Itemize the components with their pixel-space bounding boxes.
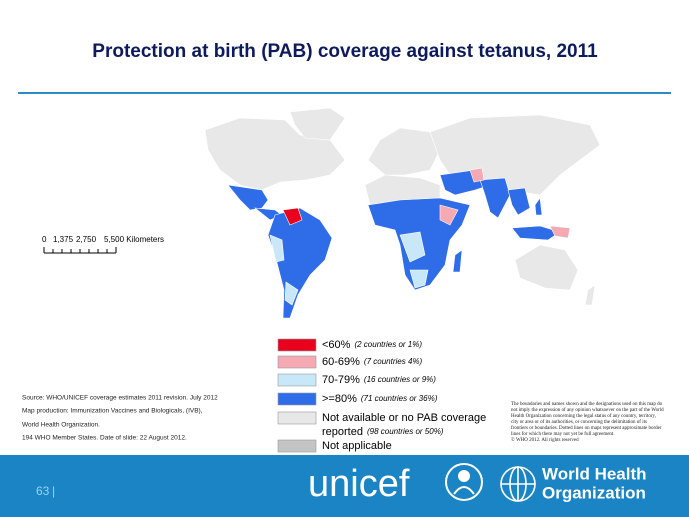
peru — [269, 234, 285, 263]
disclaimer-line: not imply the expression of any opinion … — [511, 408, 664, 413]
venezuela — [282, 207, 303, 226]
disclaimer-line: The boundaries and names shown and the d… — [511, 402, 663, 407]
legend-label: Not available or no PAB coverage — [322, 412, 486, 424]
who-emblem — [500, 466, 536, 502]
source-line: Source: WHO/UNICEF coverage estimates 20… — [22, 395, 218, 402]
papua-new-guinea — [549, 225, 571, 239]
source-line: Map production: Immunization Vaccines an… — [22, 408, 203, 415]
madagascar — [452, 249, 463, 273]
south-asia — [479, 177, 511, 219]
world-map — [204, 107, 601, 319]
legend-swatch — [277, 411, 317, 425]
disclaimer-line: frontiers or boundaries. Dotted lines on… — [511, 426, 662, 431]
south-africa — [409, 269, 429, 289]
scale-label: 0 — [42, 235, 47, 244]
disclaimer-line: city or area or of its authorities, or c… — [511, 420, 647, 425]
legend-swatch — [277, 355, 317, 369]
indonesia — [511, 225, 561, 241]
mexico — [227, 184, 269, 211]
disclaimer-line: lines for which there may not yet be ful… — [511, 432, 615, 437]
page-separator: | — [52, 484, 55, 498]
footer: 63 | unicef World Health Organization — [0, 455, 689, 517]
who-logo-text: World Health — [542, 464, 647, 483]
legend-note: (2 countries or 1%) — [354, 340, 422, 349]
australia — [514, 244, 579, 291]
legend-note: (16 countries or 9%) — [364, 375, 436, 384]
legend-swatch — [277, 392, 317, 406]
southeast-asia — [507, 187, 531, 216]
ethiopia — [439, 204, 459, 226]
unicef-emblem — [445, 463, 483, 501]
footer-band — [0, 455, 689, 517]
scale-bar: 0 1,375 2,750 5,500 Kilometers — [42, 235, 164, 254]
legend-label: reported — [322, 426, 363, 438]
legend: <60% (2 countries or 1%) 60-69% (7 countrie… — [277, 338, 486, 453]
scale-label: 5,500 Kilometers — [104, 235, 164, 244]
legend-note: (98 countries or 50%) — [367, 427, 444, 436]
source-text: Source: WHO/UNICEF coverage estimates 20… — [22, 395, 218, 442]
source-line: World Health Organization. — [22, 422, 100, 429]
source-line: 194 WHO Member States. Date of slide: 22… — [22, 435, 187, 442]
argentina-part — [284, 281, 299, 306]
legend-swatch — [277, 338, 317, 352]
disclaimer: The boundaries and names shown and the d… — [511, 402, 664, 443]
north-america — [204, 117, 346, 191]
greenland — [289, 107, 346, 141]
disclaimer-line: Health Organization concerning the legal… — [511, 414, 656, 419]
legend-note: (7 countries 4%) — [364, 357, 423, 366]
legend-label: <60% — [322, 339, 351, 351]
legend-label: >=80% — [322, 393, 357, 405]
legend-swatch — [277, 439, 317, 453]
legend-note: (71 countries or 36%) — [361, 394, 438, 403]
legend-swatch — [277, 373, 317, 387]
scale-label: 2,750 — [76, 235, 97, 244]
title: Protection at birth (PAB) coverage again… — [92, 41, 598, 62]
scale-label: 1,375 — [53, 235, 74, 244]
who-logo-text: Organization — [542, 483, 646, 502]
legend-label: Not applicable — [322, 440, 392, 452]
page-number: 63 — [36, 484, 50, 498]
unicef-logo-text: unicef — [308, 463, 410, 505]
scale-ruler — [43, 247, 117, 254]
new-zealand — [584, 284, 596, 306]
philippines — [534, 197, 543, 216]
afghanistan — [469, 167, 485, 183]
central-africa — [399, 231, 426, 263]
legend-label: 70-79% — [322, 374, 360, 386]
disclaimer-line: © WHO 2012. All rights reserved — [511, 437, 579, 443]
legend-label: 60-69% — [322, 356, 360, 368]
